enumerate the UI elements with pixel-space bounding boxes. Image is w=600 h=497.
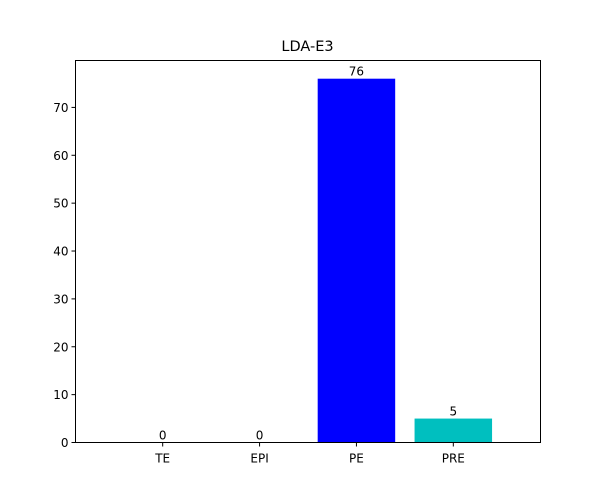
data-label-epi: 0 bbox=[256, 429, 264, 443]
x-tick-label-te: TE bbox=[154, 452, 170, 466]
y-tick-label-20: 20 bbox=[53, 340, 68, 354]
x-tick-label-pe: PE bbox=[349, 452, 364, 466]
x-axis: TE EPI PE PRE bbox=[154, 442, 465, 466]
bar-pe bbox=[317, 78, 396, 443]
plot-frame bbox=[75, 60, 541, 443]
y-tick-label-30: 30 bbox=[53, 292, 68, 306]
x-tick-label-epi: EPI bbox=[250, 452, 268, 466]
y-tick-label-40: 40 bbox=[53, 245, 68, 259]
y-tick-label-0: 0 bbox=[61, 436, 69, 450]
data-label-pe: 76 bbox=[349, 65, 364, 79]
chart-title: LDA-E3 bbox=[281, 39, 333, 55]
bar-group bbox=[317, 78, 493, 443]
y-tick-label-10: 10 bbox=[53, 388, 68, 402]
y-tick-label-70: 70 bbox=[53, 101, 68, 115]
y-axis: 0 10 20 30 40 50 60 70 bbox=[53, 101, 76, 450]
y-tick-label-50: 50 bbox=[53, 197, 68, 211]
data-label-group: 0 0 76 5 bbox=[159, 65, 457, 443]
x-tick-label-pre: PRE bbox=[442, 452, 465, 466]
data-label-pre: 5 bbox=[449, 405, 457, 419]
data-label-te: 0 bbox=[159, 429, 167, 443]
y-tick-label-60: 60 bbox=[53, 149, 68, 163]
bar-pre bbox=[414, 418, 493, 443]
